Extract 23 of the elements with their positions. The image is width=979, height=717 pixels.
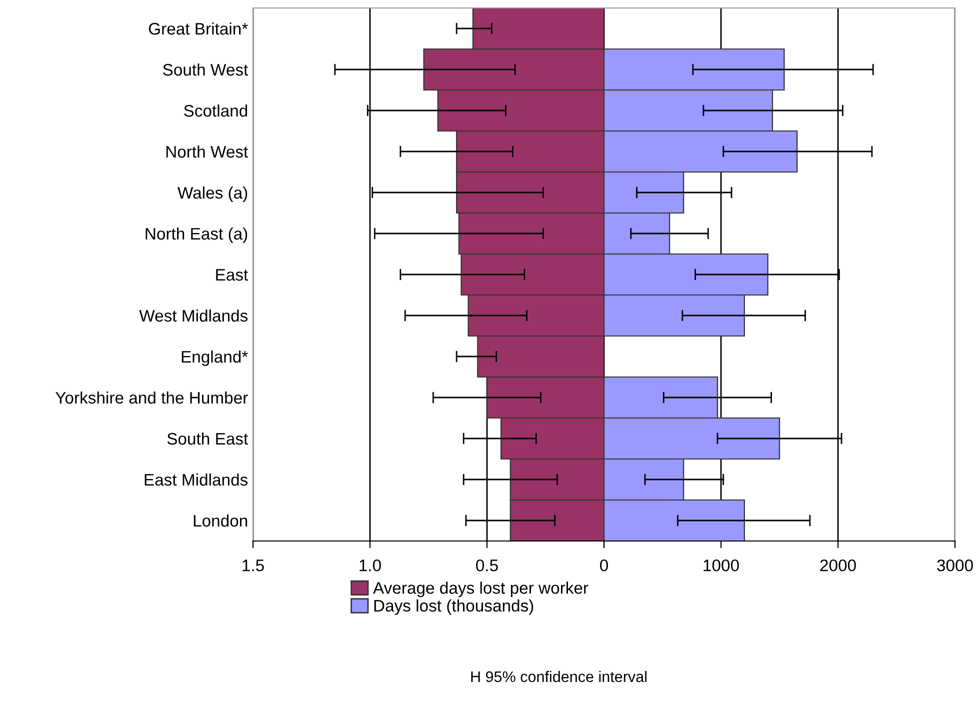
y-tick-label: North East (a) xyxy=(146,227,248,243)
text: H 95% confidence interval xyxy=(471,670,646,682)
y-tick-label: West Midlands xyxy=(139,309,248,322)
y-tick-label: Wales (a) xyxy=(178,186,248,202)
x-tick-label: 1000 xyxy=(704,559,739,572)
x-tick-label: 0 xyxy=(600,559,608,572)
y-tick-label: Great Britain* xyxy=(148,22,248,35)
y-tick-label: North West xyxy=(166,145,248,158)
y-tick-label: South West xyxy=(163,63,248,76)
y-tick-label: England* xyxy=(182,350,248,366)
legend-label: Days lost (thousands) xyxy=(374,599,534,615)
x-tick-label: 2000 xyxy=(820,559,856,572)
y-tick-label: South East xyxy=(167,432,248,445)
x-tick-label: 1.5 xyxy=(242,560,264,572)
x-tick-label: 1.0 xyxy=(360,559,381,572)
legend-label: Average days lost per worker xyxy=(373,582,588,598)
y-tick-label: Yorkshire and the Humber xyxy=(56,391,248,404)
y-tick-label: London xyxy=(194,514,248,527)
x-tick-label: 3000 xyxy=(937,559,973,572)
x-tick-label: 0.5 xyxy=(476,559,498,572)
y-tick-label: East Midlands xyxy=(144,473,248,486)
y-tick-label: Scotland xyxy=(184,104,248,117)
y-tick-label: East xyxy=(216,269,248,281)
